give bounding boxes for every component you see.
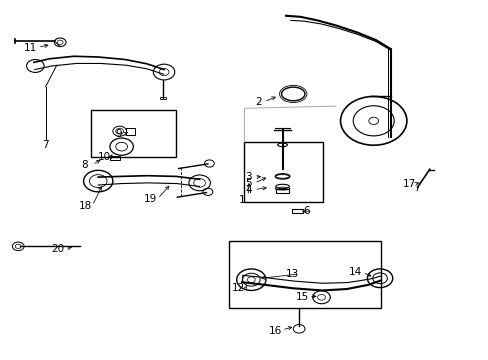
Text: 3: 3 bbox=[244, 172, 251, 182]
Text: 4: 4 bbox=[244, 185, 251, 195]
Text: 16: 16 bbox=[268, 326, 281, 336]
Text: 10: 10 bbox=[98, 152, 111, 162]
Text: 20: 20 bbox=[52, 244, 65, 254]
Text: 11: 11 bbox=[23, 43, 37, 53]
Text: 1: 1 bbox=[238, 195, 245, 205]
Bar bbox=[228, 240, 380, 308]
Text: 9: 9 bbox=[116, 129, 122, 139]
Text: 14: 14 bbox=[348, 267, 362, 277]
Text: 17: 17 bbox=[402, 179, 415, 189]
Bar bbox=[275, 189, 289, 193]
Text: 19: 19 bbox=[144, 194, 157, 204]
Text: 2: 2 bbox=[254, 97, 261, 107]
Text: 6: 6 bbox=[303, 206, 309, 216]
Text: 7: 7 bbox=[42, 140, 49, 150]
Bar bbox=[110, 156, 120, 159]
Bar bbox=[159, 97, 165, 99]
Bar bbox=[126, 128, 135, 135]
Text: 15: 15 bbox=[295, 292, 308, 302]
Text: 5: 5 bbox=[244, 178, 251, 188]
Bar bbox=[243, 142, 322, 202]
Text: 8: 8 bbox=[81, 159, 88, 170]
Bar bbox=[291, 209, 302, 213]
Text: 18: 18 bbox=[78, 201, 91, 211]
Bar bbox=[91, 110, 176, 157]
Text: 13: 13 bbox=[285, 269, 298, 279]
Text: 12: 12 bbox=[231, 283, 245, 293]
